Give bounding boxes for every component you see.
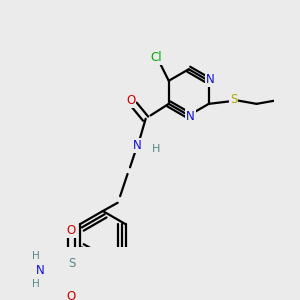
Text: N: N: [206, 74, 215, 86]
Text: S: S: [68, 257, 75, 270]
Text: N: N: [186, 110, 195, 123]
Text: N: N: [36, 264, 44, 277]
Text: O: O: [126, 94, 136, 107]
Text: H: H: [32, 279, 40, 290]
Text: H: H: [32, 251, 40, 261]
Text: O: O: [67, 290, 76, 300]
Text: S: S: [230, 93, 237, 106]
Text: N: N: [133, 139, 142, 152]
Text: Cl: Cl: [151, 51, 162, 64]
Text: O: O: [67, 224, 76, 237]
Text: H: H: [152, 144, 160, 154]
